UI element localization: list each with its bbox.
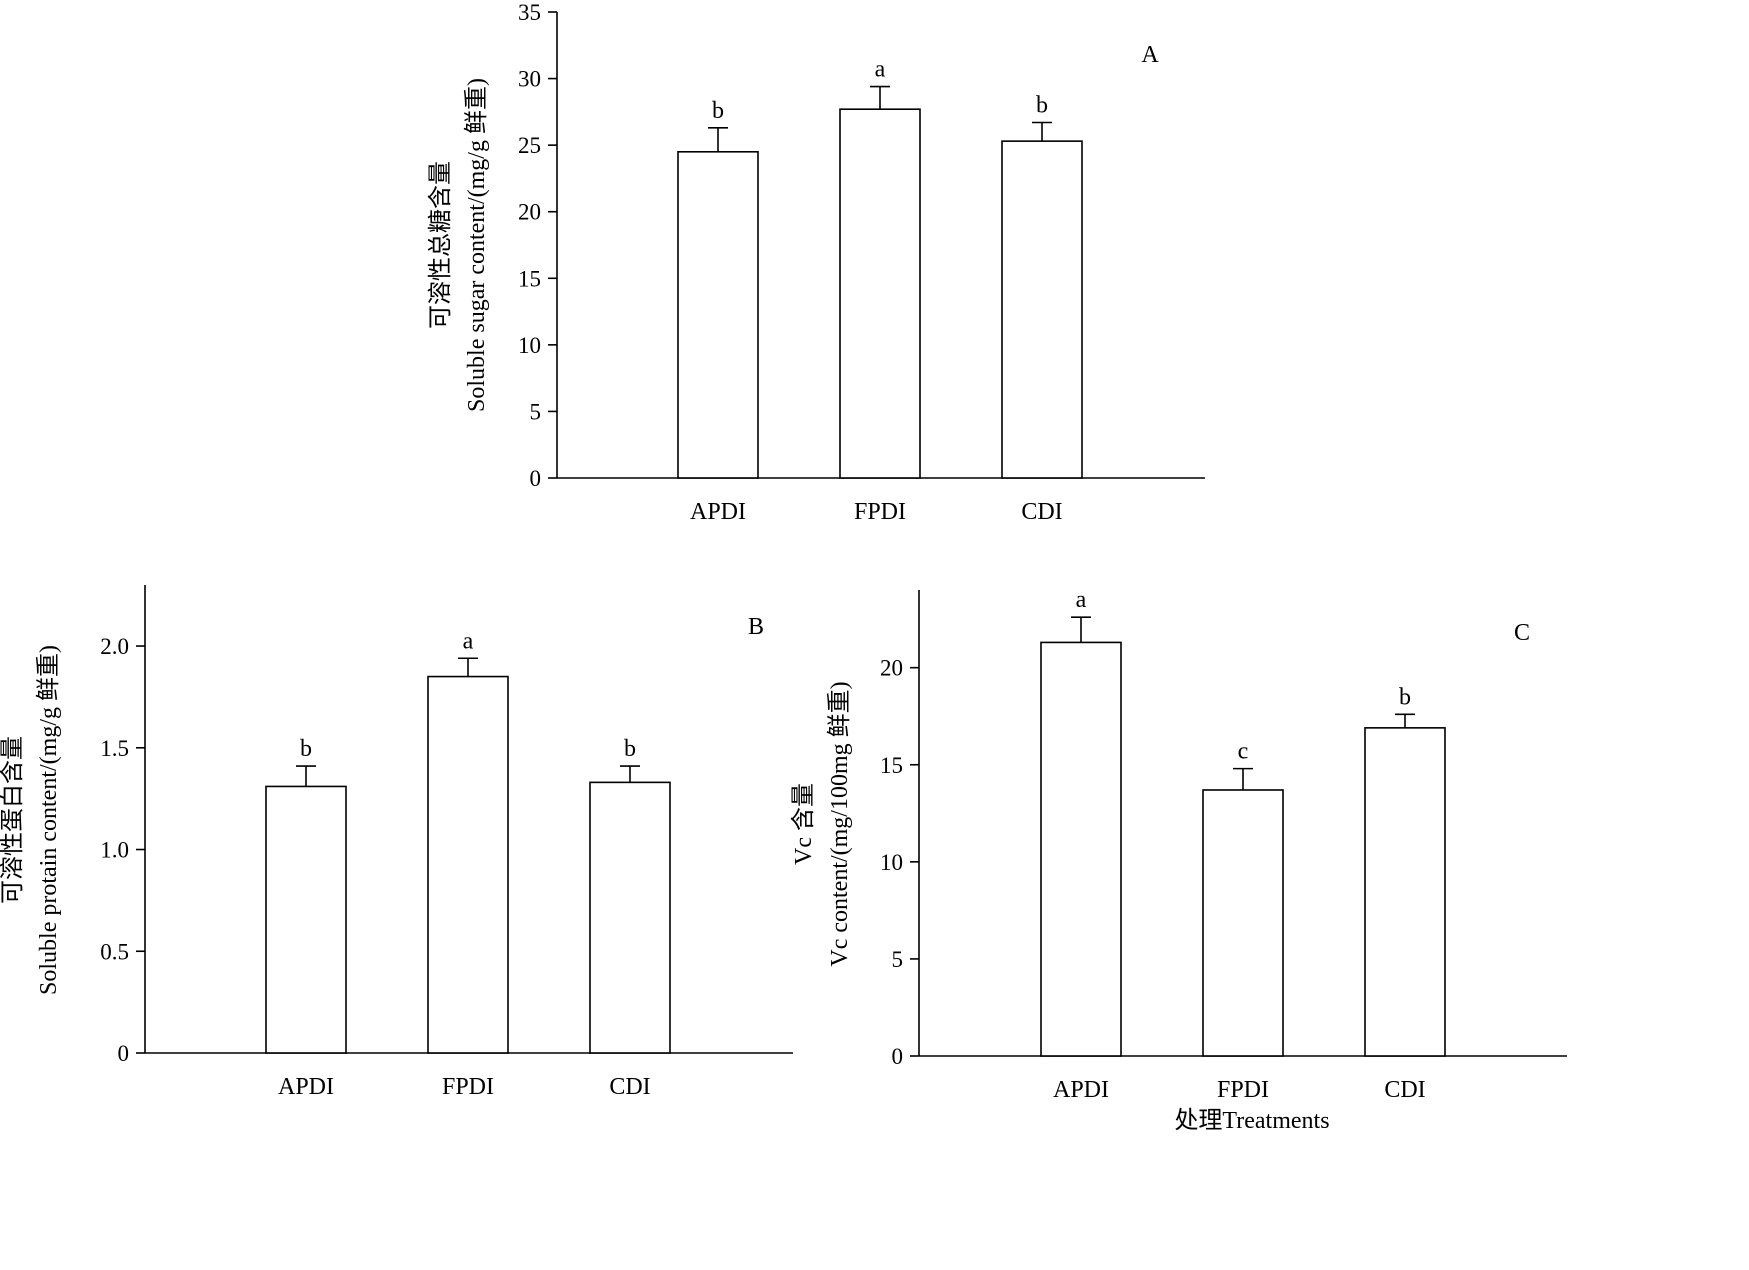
bar-apdi bbox=[1040, 641, 1122, 1057]
x-axis-title: 处理Treatments bbox=[1174, 1107, 1329, 1134]
y-tick-label: 0.5 bbox=[100, 939, 129, 964]
significance-label: a bbox=[875, 57, 886, 83]
significance-label: b bbox=[712, 98, 724, 124]
y-tick-label: 20 bbox=[518, 200, 541, 225]
significance-label: c bbox=[1238, 739, 1249, 765]
y-tick-label: 35 bbox=[518, 0, 541, 25]
bar-apdi bbox=[265, 785, 347, 1054]
y-axis-title-line-2: Soluble sugar content/(mg/g 鲜重) bbox=[463, 78, 490, 412]
y-axis-title-line-2: Soluble protain content/(mg/g 鲜重) bbox=[35, 645, 62, 995]
x-category-label: CDI bbox=[1384, 1077, 1425, 1103]
y-axis-title-line-1: Vc 含量 bbox=[790, 783, 817, 865]
y-tick-label: 0 bbox=[892, 1044, 904, 1069]
significance-label: b bbox=[300, 736, 312, 762]
figure: 0 5 10 15 20 25 30 35 b APDI a FPDI b CDI A 可溶性总糖含量 Solu… bbox=[0, 0, 1567, 1134]
y-tick-label: 15 bbox=[880, 753, 903, 778]
y-axis-title-line-1: 可溶性蛋白含量 bbox=[0, 736, 26, 904]
bar-fpdi bbox=[1202, 789, 1284, 1057]
bar-fpdi bbox=[839, 108, 921, 479]
significance-label: a bbox=[1076, 587, 1087, 613]
y-tick-label: 0 bbox=[530, 466, 542, 491]
y-tick-label: 1.0 bbox=[100, 838, 129, 863]
x-category-label: APDI bbox=[1053, 1077, 1109, 1103]
x-category-label: FPDI bbox=[442, 1074, 494, 1100]
chart-panel-b: 0 0.5 1.0 1.5 2.0 b APDI a FPDI b CDI B 可溶性蛋白含量 Solub… bbox=[0, 585, 793, 1100]
bar-cdi bbox=[1001, 140, 1083, 479]
y-tick-label: 2.0 bbox=[100, 634, 129, 659]
y-axis-title-line-2: Vc content/(mg/100mg 鲜重) bbox=[826, 681, 853, 966]
x-category-label: FPDI bbox=[854, 499, 906, 525]
significance-label: b bbox=[1399, 684, 1411, 710]
x-category-label: APDI bbox=[278, 1074, 334, 1100]
y-tick-label: 10 bbox=[518, 333, 541, 358]
x-category-label: CDI bbox=[609, 1074, 650, 1100]
y-tick-label: 25 bbox=[518, 133, 541, 158]
bar-apdi bbox=[677, 151, 759, 479]
chart-panel-c: 0 5 10 15 20 a APDI c FPDI b CDI C Vc 含量 Vc content/(… bbox=[790, 587, 1567, 1134]
significance-label: b bbox=[624, 736, 636, 762]
bar-fpdi bbox=[427, 675, 509, 1054]
y-tick-label: 1.5 bbox=[100, 736, 129, 761]
y-tick-label: 15 bbox=[518, 266, 541, 291]
x-category-label: APDI bbox=[690, 499, 746, 525]
x-category-label: FPDI bbox=[1217, 1077, 1269, 1103]
y-tick-label: 5 bbox=[892, 947, 904, 972]
bar-cdi bbox=[589, 781, 671, 1054]
panel-label: A bbox=[1141, 42, 1159, 68]
significance-label: a bbox=[463, 628, 474, 654]
y-axis-title-line-1: 可溶性总糖含量 bbox=[427, 161, 454, 329]
bar-cdi bbox=[1364, 727, 1446, 1057]
significance-label: b bbox=[1036, 93, 1048, 119]
panel-label: B bbox=[748, 614, 764, 640]
chart-panel-a: 0 5 10 15 20 25 30 35 b APDI a FPDI b CDI A 可溶性总糖含量 Solu… bbox=[427, 0, 1205, 525]
x-category-label: CDI bbox=[1021, 499, 1062, 525]
y-tick-label: 20 bbox=[880, 656, 903, 681]
y-tick-label: 0 bbox=[118, 1041, 130, 1066]
y-tick-label: 5 bbox=[530, 399, 542, 424]
y-tick-label: 30 bbox=[518, 67, 541, 92]
y-tick-label: 10 bbox=[880, 850, 903, 875]
panel-label: C bbox=[1514, 620, 1530, 646]
